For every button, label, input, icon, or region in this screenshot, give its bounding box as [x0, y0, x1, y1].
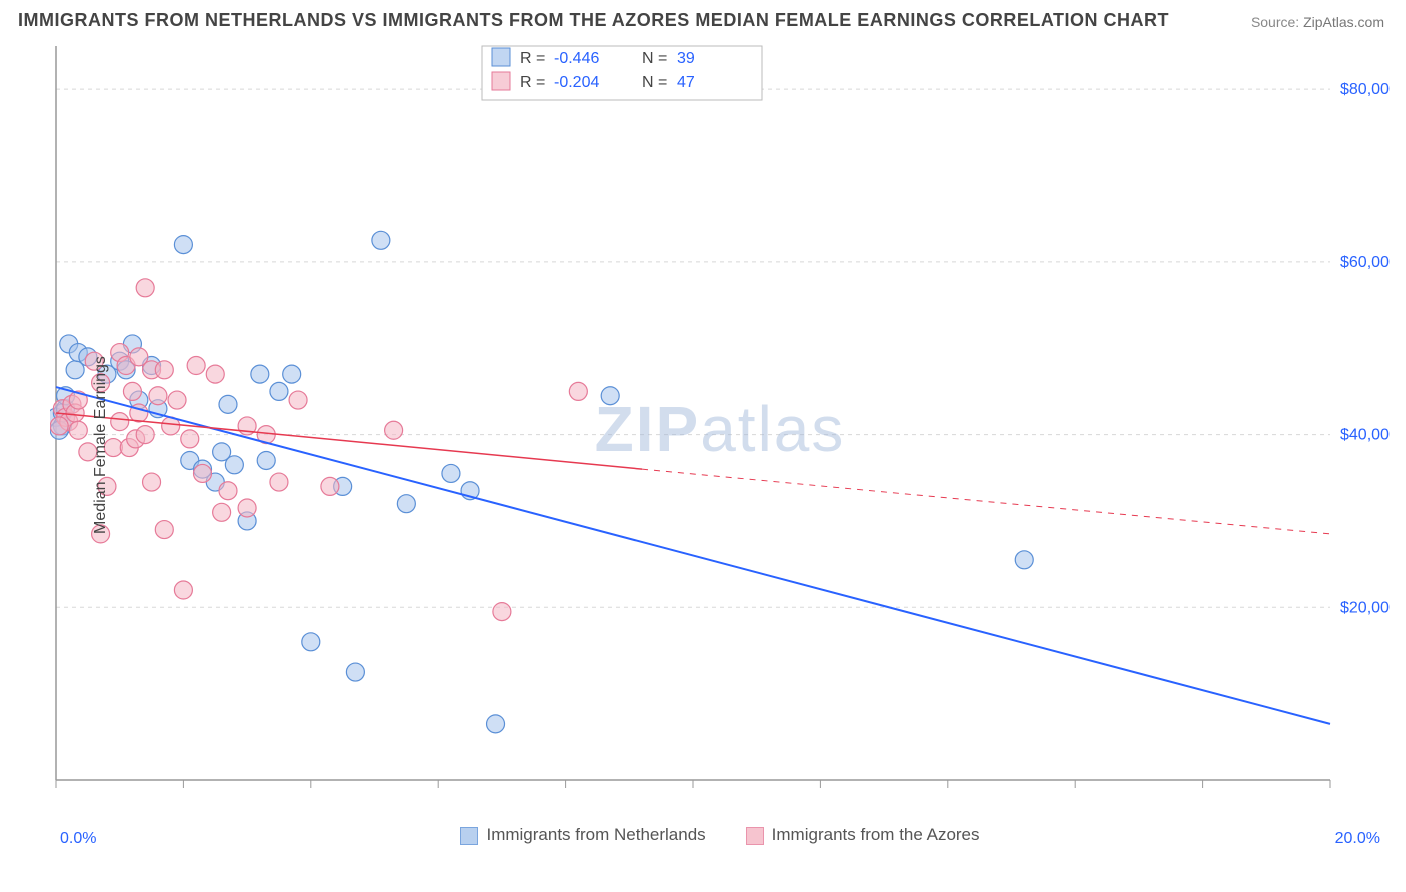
chart-container: Median Female Earnings $20,000 $40,000 $60…	[50, 40, 1390, 850]
legend-swatch-netherlands	[460, 827, 478, 845]
svg-text:$40,000: $40,000	[1340, 427, 1390, 444]
svg-text:$20,000: $20,000	[1340, 599, 1390, 616]
source-value: ZipAtlas.com	[1303, 14, 1384, 30]
legend-label-azores: Immigrants from the Azores	[772, 825, 980, 844]
svg-text:-0.204: -0.204	[554, 74, 599, 91]
legend-swatch-azores	[746, 827, 764, 845]
svg-text:$80,000: $80,000	[1340, 81, 1390, 98]
svg-text:$60,000: $60,000	[1340, 254, 1390, 271]
svg-text:-0.446: -0.446	[554, 50, 599, 67]
legend-item-azores: Immigrants from the Azores	[746, 825, 980, 845]
chart-title: IMMIGRANTS FROM NETHERLANDS VS IMMIGRANT…	[18, 10, 1169, 31]
legend-item-netherlands: Immigrants from Netherlands	[460, 825, 705, 845]
source-attribution: Source: ZipAtlas.com	[1251, 14, 1384, 30]
source-label: Source:	[1251, 14, 1303, 30]
bottom-legend: Immigrants from Netherlands Immigrants f…	[50, 820, 1390, 850]
svg-text:N =: N =	[642, 50, 667, 67]
scatter-plot: $20,000 $40,000 $60,000 $80,000 R = -0.446 N =…	[50, 40, 1390, 820]
svg-text:R =: R =	[520, 74, 545, 91]
legend-label-netherlands: Immigrants from Netherlands	[486, 825, 705, 844]
svg-text:47: 47	[677, 74, 695, 91]
svg-text:R =: R =	[520, 50, 545, 67]
svg-text:39: 39	[677, 50, 695, 67]
svg-text:N =: N =	[642, 74, 667, 91]
y-axis-label: Median Female Earnings	[92, 356, 110, 534]
